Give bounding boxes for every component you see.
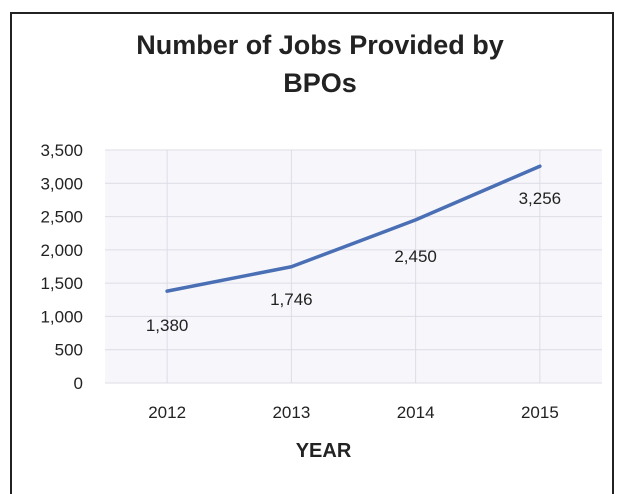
- chart-title-line-2: BPOs: [283, 68, 357, 98]
- plot-area: [105, 150, 602, 383]
- data-label: 1,380: [146, 316, 189, 335]
- y-tick-label: 1,500: [40, 274, 83, 293]
- series-line: [165, 164, 542, 293]
- y-tick-label: 500: [55, 341, 83, 360]
- data-label: 1,746: [270, 290, 313, 309]
- data-label: 3,256: [519, 189, 562, 208]
- data-label: 2,450: [394, 247, 437, 266]
- x-axis-title: YEAR: [296, 440, 352, 462]
- chart-title: Number of Jobs Provided by BPOs: [0, 26, 619, 102]
- x-tick-label: 2013: [272, 403, 310, 422]
- x-tick-label: 2014: [397, 403, 435, 422]
- y-tick-label: 3,500: [40, 141, 83, 160]
- y-tick-label: 0: [74, 374, 83, 393]
- x-tick-label: 2015: [521, 403, 559, 422]
- y-tick-label: 2,000: [40, 241, 83, 260]
- y-tick-label: 2,500: [40, 208, 83, 227]
- y-tick-label: 1,000: [40, 307, 83, 326]
- chart-title-line-1: Number of Jobs Provided by: [136, 30, 504, 60]
- y-tick-label: 3,000: [40, 174, 83, 193]
- x-tick-label: 2012: [148, 403, 186, 422]
